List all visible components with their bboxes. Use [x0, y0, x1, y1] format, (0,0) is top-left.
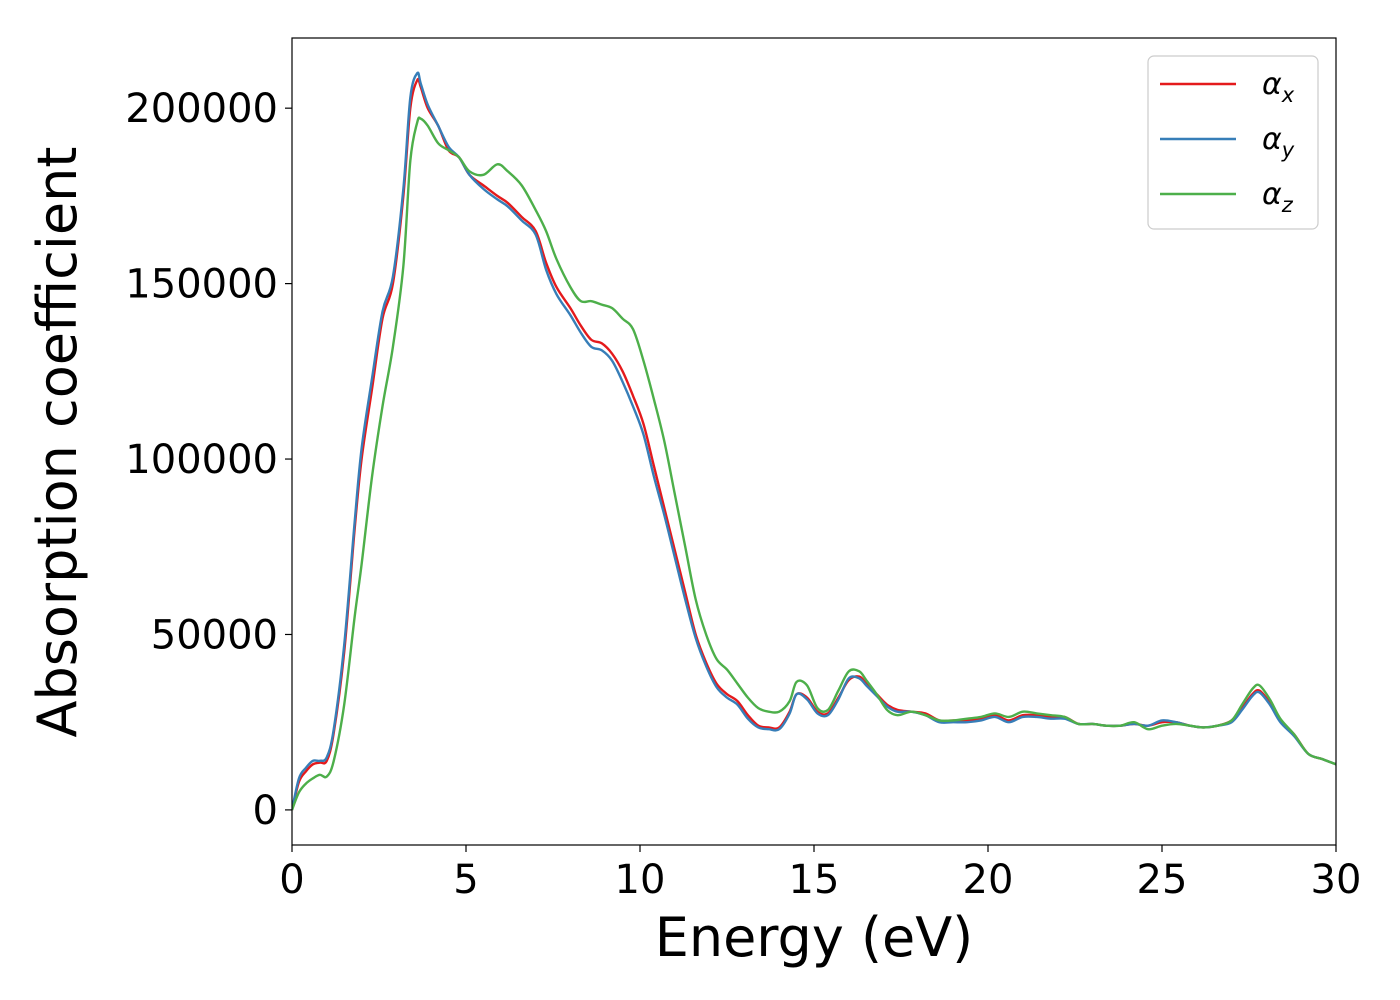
- legend-label: αx: [1262, 67, 1295, 107]
- x-axis: 0 5 10 15 20 25 30: [279, 845, 1361, 903]
- legend: αx αy αz: [1147, 55, 1319, 230]
- x-tick-label: 30: [1311, 857, 1362, 903]
- series-layer: [292, 71, 1336, 811]
- series-line-2: [292, 71, 1336, 811]
- y-tick-label: 150000: [125, 262, 278, 308]
- x-tick-label: 0: [279, 857, 304, 903]
- y-tick-label: 50000: [151, 612, 278, 658]
- x-tick-label: 10: [615, 857, 666, 903]
- x-axis-label: Energy (eV): [655, 906, 974, 969]
- x-tick-label: 5: [453, 857, 478, 903]
- x-tick-label: 25: [1137, 857, 1188, 903]
- y-tick-label: 100000: [125, 437, 278, 483]
- legend-label: αz: [1262, 177, 1294, 217]
- series-line-3: [292, 116, 1336, 811]
- x-tick-label: 15: [789, 857, 840, 903]
- y-tick-label: 200000: [125, 86, 278, 132]
- y-axis-label: Absorption coefficient: [26, 147, 89, 738]
- x-tick-label: 20: [963, 857, 1014, 903]
- y-axis: 0 50000 100000 150000 200000: [125, 86, 292, 834]
- y-tick-label: 0: [253, 788, 278, 834]
- legend-frame: [1147, 55, 1319, 230]
- legend-label: αy: [1262, 122, 1295, 162]
